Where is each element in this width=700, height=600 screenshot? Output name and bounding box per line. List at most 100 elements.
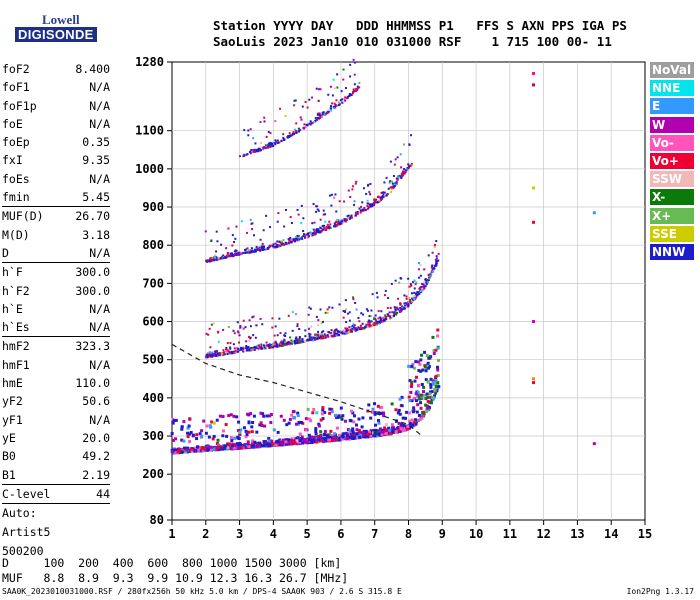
echo-point bbox=[224, 444, 228, 448]
echo-point bbox=[314, 429, 318, 433]
echo-point bbox=[423, 393, 427, 397]
echo-point bbox=[317, 319, 320, 322]
echo-point bbox=[361, 322, 364, 325]
echo-point bbox=[290, 134, 293, 137]
echo-point bbox=[330, 109, 333, 112]
echo-point bbox=[229, 351, 232, 354]
echo-point bbox=[323, 410, 327, 414]
echo-point bbox=[375, 201, 378, 204]
echo-point bbox=[361, 433, 365, 437]
param-name: yF2 bbox=[2, 394, 23, 409]
echo-point bbox=[311, 411, 315, 415]
echo-point bbox=[320, 331, 323, 334]
echo-point bbox=[346, 329, 349, 332]
echo-point bbox=[316, 228, 319, 231]
echo-point bbox=[204, 431, 208, 435]
echo-point bbox=[222, 351, 225, 354]
echo-point bbox=[283, 443, 287, 447]
echo-point bbox=[174, 418, 178, 422]
echo-point bbox=[206, 356, 209, 359]
echo-point bbox=[217, 443, 221, 447]
echo-point bbox=[349, 217, 352, 220]
param-row: h`Es N/A bbox=[2, 318, 110, 336]
echo-point bbox=[294, 437, 298, 441]
echo-point bbox=[344, 330, 347, 333]
echo-point bbox=[263, 116, 266, 119]
echo-point bbox=[408, 143, 411, 146]
echo-point bbox=[248, 319, 251, 322]
echo-point bbox=[325, 435, 329, 439]
echo-point bbox=[270, 346, 273, 349]
echo-point bbox=[322, 213, 325, 216]
echo-point bbox=[274, 139, 277, 142]
echo-point bbox=[424, 285, 427, 288]
echo-point bbox=[307, 417, 311, 421]
echo-point bbox=[295, 122, 298, 125]
echo-point bbox=[414, 283, 417, 286]
panel-separator bbox=[2, 483, 110, 485]
echo-point bbox=[172, 419, 176, 423]
echo-point bbox=[210, 259, 213, 262]
echo-point bbox=[432, 394, 436, 398]
param-name: yF1 bbox=[2, 412, 23, 427]
echo-point bbox=[333, 102, 336, 105]
echo-point bbox=[394, 311, 397, 314]
echo-point bbox=[349, 328, 352, 331]
echo-point bbox=[315, 338, 318, 341]
echo-point bbox=[236, 253, 239, 256]
echo-point bbox=[352, 436, 356, 440]
echo-point bbox=[421, 368, 425, 372]
echo-point bbox=[345, 431, 349, 435]
echo-point bbox=[263, 346, 266, 349]
param-value: 8.400 bbox=[75, 62, 110, 76]
echo-point bbox=[211, 448, 215, 452]
param-name: foF1 bbox=[2, 80, 30, 95]
echo-point bbox=[375, 198, 378, 201]
echo-point bbox=[398, 176, 401, 179]
echo-point bbox=[421, 282, 424, 285]
echo-point bbox=[355, 428, 359, 432]
echo-point bbox=[387, 315, 390, 318]
echo-point bbox=[295, 129, 298, 132]
echo-point bbox=[333, 332, 336, 335]
echo-point bbox=[274, 443, 278, 447]
param-name: foF1p bbox=[2, 98, 37, 113]
echo-point bbox=[298, 238, 301, 241]
echo-point bbox=[427, 273, 430, 276]
echo-point bbox=[310, 325, 313, 328]
echo-point bbox=[373, 201, 376, 204]
echo-point bbox=[366, 309, 369, 312]
echo-point bbox=[249, 325, 252, 328]
echo-point bbox=[269, 132, 272, 135]
echo-point bbox=[262, 344, 265, 347]
echo-point bbox=[384, 430, 388, 434]
echo-point bbox=[352, 414, 356, 418]
echo-point bbox=[303, 438, 307, 442]
echo-point bbox=[340, 219, 343, 222]
param-text: Auto: bbox=[2, 506, 37, 521]
param-value: N/A bbox=[89, 171, 110, 186]
echo-point bbox=[195, 433, 199, 437]
echo-point bbox=[368, 315, 371, 318]
echo-point bbox=[245, 153, 248, 156]
echo-point bbox=[313, 230, 316, 233]
echo-point bbox=[395, 307, 398, 310]
echo-point bbox=[226, 342, 229, 345]
echo-point bbox=[406, 303, 409, 306]
echo-point bbox=[333, 196, 336, 199]
echo-point bbox=[425, 367, 429, 371]
echo-point bbox=[330, 407, 334, 411]
echo-point bbox=[284, 241, 287, 244]
param-name: foF2 bbox=[2, 62, 30, 76]
echo-point bbox=[262, 229, 265, 232]
echo-point bbox=[436, 373, 440, 377]
echo-point bbox=[308, 306, 311, 309]
echo-point bbox=[396, 178, 399, 181]
echo-point bbox=[335, 104, 338, 107]
param-name: fmin bbox=[2, 190, 30, 205]
echo-point bbox=[400, 309, 403, 312]
echo-point bbox=[421, 411, 425, 415]
echo-point bbox=[333, 107, 336, 110]
echo-point bbox=[323, 429, 327, 433]
param-value: N/A bbox=[89, 320, 110, 335]
